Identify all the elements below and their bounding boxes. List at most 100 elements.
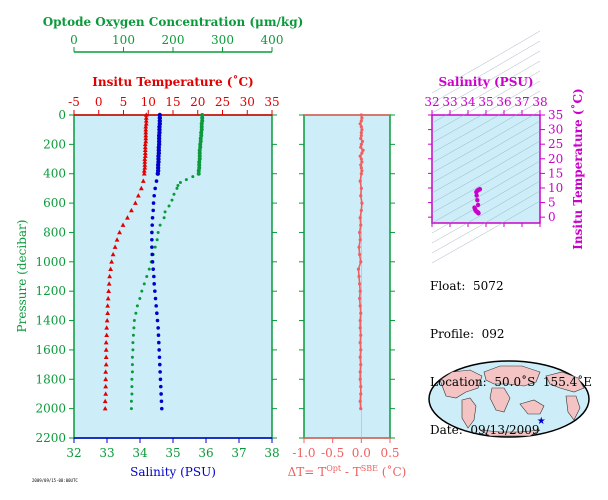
oxygen-point — [199, 124, 204, 129]
dt-point — [359, 113, 363, 117]
pressure-tick-label: 200 — [43, 137, 66, 151]
temperature-point — [103, 391, 109, 396]
oxygen-point — [178, 181, 182, 185]
salinity-point — [159, 399, 164, 404]
temperature-point — [110, 251, 116, 257]
oxygen-point — [132, 326, 136, 330]
density-contour — [431, 170, 541, 234]
ts-point — [475, 202, 481, 208]
temperature-point — [138, 185, 144, 191]
main-series-group — [102, 112, 205, 411]
temperature-point — [102, 398, 108, 404]
location-label: Location: 50.0˚S 155.4˚E — [430, 375, 593, 389]
density-contour — [431, 190, 541, 254]
salinity-point — [151, 267, 155, 271]
temperature-point — [143, 118, 149, 123]
dt-point — [359, 333, 363, 337]
oxygen-point — [134, 311, 138, 315]
location-star: ★ — [537, 416, 546, 427]
salinity-point — [155, 318, 160, 323]
salinity-point — [150, 230, 154, 235]
density-contour — [431, 70, 541, 134]
salinity-point — [158, 384, 163, 389]
temperature-point — [105, 295, 111, 301]
dt-point — [358, 252, 362, 257]
temperature-point — [142, 162, 148, 167]
pressure-tick-label: 1600 — [35, 343, 66, 357]
oxygen-point — [197, 159, 202, 164]
salinity-point — [153, 296, 158, 301]
density-contour — [431, 180, 541, 244]
density-contour — [431, 150, 541, 214]
salinity-tick-label: 34 — [132, 446, 148, 460]
oxygen-point — [158, 223, 162, 227]
oxygen-point — [200, 113, 205, 117]
temperature-point — [142, 141, 148, 147]
temperature-point — [103, 354, 109, 360]
salinity-tick-label: 38 — [264, 446, 279, 460]
salinity-point — [159, 392, 163, 396]
density-contour — [431, 50, 541, 114]
float-label: Float: 5072 — [430, 279, 504, 293]
dt-point — [359, 131, 363, 135]
oxygen-point — [130, 377, 134, 381]
density-contour — [431, 130, 541, 194]
temperature-tick-label: 30 — [240, 95, 255, 109]
dt-point — [358, 304, 362, 308]
density-contour — [431, 110, 541, 174]
salinity-point — [150, 260, 155, 264]
dt-point — [358, 399, 362, 403]
dt-point — [359, 166, 363, 170]
oxygen-point — [196, 168, 201, 173]
temperature-point — [142, 147, 148, 153]
dt-point — [359, 172, 363, 176]
oxygen-point — [130, 355, 134, 359]
pressure-tick-label: 600 — [43, 196, 66, 210]
salinity-point — [158, 370, 162, 374]
density-contour — [431, 40, 541, 104]
salinity-point — [159, 406, 164, 411]
temperature-point — [143, 132, 149, 138]
oxygen-point — [197, 162, 202, 167]
temperature-point — [104, 325, 110, 330]
pressure-tick-label: 2000 — [35, 402, 66, 416]
ts-temperature-title: Insitu Temperature (˚C) — [570, 88, 585, 249]
oxygen-point — [156, 230, 160, 234]
oxygen-tick-label: 200 — [162, 33, 185, 47]
oxygen-tick-label: 400 — [261, 33, 284, 47]
main-axes-ticks: 0200400600800100012001400160018002000220… — [35, 33, 283, 460]
pressure-axis-title: Pressure (decibar) — [15, 220, 29, 333]
temperature-tick-label: 10 — [141, 95, 156, 109]
ts-point — [475, 198, 480, 203]
oxygen-point — [198, 142, 203, 147]
oxygen-point — [200, 118, 205, 123]
temperature-point — [142, 153, 148, 158]
temperature-point — [143, 124, 149, 129]
temperature-tick-label: 15 — [165, 95, 180, 109]
oxygen-point — [200, 115, 205, 120]
dt-point — [359, 186, 363, 191]
dt-point — [359, 119, 363, 123]
temperature-tick-label: 25 — [215, 95, 230, 109]
dt-panel: -1.0 -0.5 0.0 0.5 ΔT= TOpt - TSBE (˚C) — [288, 113, 406, 479]
temperature-point — [143, 127, 149, 132]
ts-point — [474, 193, 479, 198]
profile-label: Profile: 092 — [430, 327, 505, 341]
salinity-point — [150, 215, 155, 220]
ts-temp-tick-label: 0 — [548, 210, 556, 224]
dt-point — [359, 145, 363, 149]
dt-axis-ticks: -1.0 -0.5 0.0 0.5 — [292, 114, 400, 460]
dt-point — [359, 348, 363, 352]
salinity-tick-label: 33 — [99, 446, 114, 460]
salinity-point — [155, 171, 161, 176]
oxygen-point — [130, 392, 134, 396]
ts-sal-tick-label: 36 — [496, 95, 511, 109]
temperature-point — [129, 207, 134, 213]
salinity-tick-label: 35 — [165, 446, 180, 460]
temperature-point — [120, 222, 126, 227]
oxygen-point — [199, 127, 204, 132]
dt-tick-label: -1.0 — [292, 446, 315, 460]
